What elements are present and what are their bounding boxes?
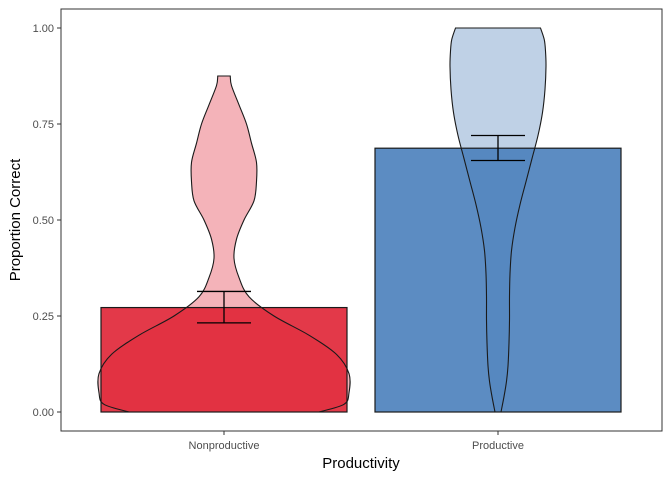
y-tick-label: 1.00 (33, 23, 54, 35)
bar-layer (101, 148, 621, 412)
x-axis-title: Productivity (322, 455, 400, 472)
x-axis: Nonproductive Productive (189, 431, 524, 452)
y-axis-title: Proportion Correct (7, 158, 24, 281)
bar-productive (375, 148, 621, 412)
x-tick-label: Productive (472, 440, 524, 452)
y-tick-label: 0.25 (33, 311, 54, 323)
x-tick-label: Nonproductive (189, 440, 260, 452)
y-tick-label: 0.00 (33, 407, 54, 419)
y-tick-label: 0.50 (33, 215, 54, 227)
y-axis: 0.00 0.25 0.50 0.75 1.00 (33, 23, 61, 419)
y-tick-label: 0.75 (33, 119, 54, 131)
